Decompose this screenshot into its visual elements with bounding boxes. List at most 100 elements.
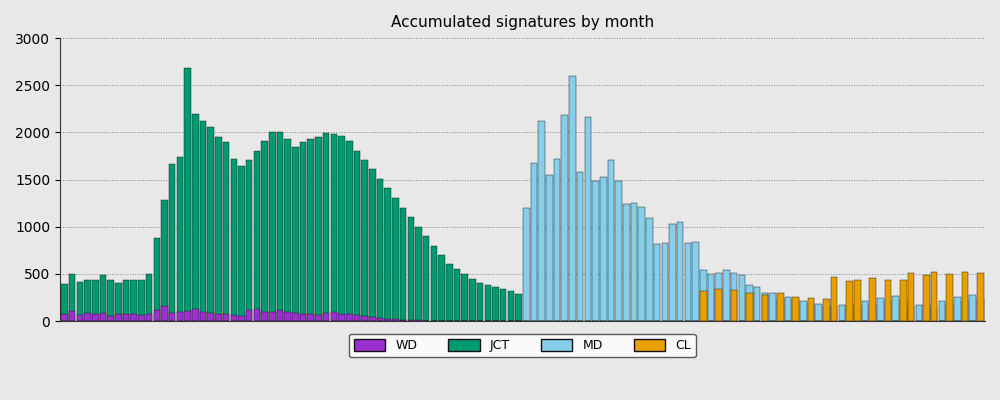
Bar — [215, 137, 222, 321]
Bar — [438, 255, 445, 321]
Bar — [946, 304, 953, 321]
Bar — [231, 159, 237, 321]
Bar — [315, 137, 322, 321]
Bar — [846, 282, 853, 321]
Bar — [608, 160, 614, 321]
Bar — [769, 293, 776, 321]
Bar — [300, 314, 306, 321]
Bar — [346, 141, 353, 321]
Bar — [223, 314, 229, 321]
Bar — [138, 315, 145, 321]
Bar — [846, 303, 853, 321]
Bar — [854, 280, 861, 321]
Bar — [954, 298, 961, 321]
Bar — [100, 275, 106, 321]
Bar — [631, 203, 637, 321]
Bar — [184, 68, 191, 321]
Bar — [338, 314, 345, 321]
Bar — [908, 273, 914, 321]
Bar — [107, 316, 114, 321]
Bar — [746, 293, 753, 321]
Bar — [277, 132, 283, 321]
Bar — [408, 320, 414, 321]
Bar — [869, 304, 876, 321]
Bar — [154, 310, 160, 321]
Bar — [900, 299, 907, 321]
Bar — [869, 278, 876, 321]
Bar — [284, 139, 291, 321]
Bar — [461, 274, 468, 321]
Bar — [962, 272, 968, 321]
Bar — [492, 287, 499, 321]
Bar — [292, 146, 299, 321]
Bar — [785, 298, 791, 321]
Bar — [146, 314, 152, 321]
Bar — [777, 299, 784, 321]
Bar — [523, 208, 530, 321]
Bar — [69, 274, 75, 321]
Bar — [500, 288, 506, 321]
Bar — [307, 314, 314, 321]
Bar — [469, 279, 476, 321]
Bar — [900, 280, 907, 321]
Bar — [400, 320, 406, 321]
Bar — [130, 314, 137, 321]
Bar — [200, 312, 206, 321]
Bar — [261, 141, 268, 321]
Bar — [415, 320, 422, 321]
Bar — [192, 309, 199, 321]
Bar — [338, 136, 345, 321]
Bar — [762, 293, 768, 321]
Bar — [254, 151, 260, 321]
Bar — [115, 283, 122, 321]
Bar — [92, 280, 99, 321]
Bar — [61, 314, 68, 321]
Bar — [592, 180, 599, 321]
Bar — [862, 301, 868, 321]
Bar — [377, 179, 383, 321]
Bar — [600, 177, 607, 321]
Bar — [69, 311, 75, 321]
Bar — [392, 319, 399, 321]
Bar — [238, 166, 245, 321]
Bar — [331, 312, 337, 321]
Bar — [923, 275, 930, 321]
Bar — [369, 317, 376, 321]
Bar — [615, 180, 622, 321]
Bar — [215, 314, 222, 321]
Bar — [800, 301, 807, 321]
Bar — [354, 151, 360, 321]
Title: Accumulated signatures by month: Accumulated signatures by month — [391, 15, 654, 30]
Bar — [331, 134, 337, 321]
Bar — [361, 316, 368, 321]
Bar — [77, 282, 83, 321]
Bar — [569, 76, 576, 321]
Bar — [61, 284, 68, 321]
Bar — [177, 312, 183, 321]
Bar — [269, 312, 276, 321]
Bar — [269, 132, 276, 321]
Bar — [892, 296, 899, 321]
Bar — [916, 304, 922, 321]
Bar — [977, 298, 984, 321]
Bar — [715, 289, 722, 321]
Bar — [346, 314, 353, 321]
Bar — [962, 301, 968, 321]
Bar — [223, 142, 229, 321]
Bar — [977, 273, 984, 321]
Bar — [762, 295, 768, 321]
Bar — [792, 296, 799, 321]
Bar — [246, 160, 252, 321]
Bar — [377, 318, 383, 321]
Bar — [885, 280, 891, 321]
Bar — [423, 320, 429, 321]
Bar — [192, 114, 199, 321]
Bar — [246, 310, 252, 321]
Bar — [508, 291, 514, 321]
Bar — [646, 218, 653, 321]
Bar — [384, 319, 391, 321]
Bar — [261, 312, 268, 321]
Bar — [808, 302, 814, 321]
Bar — [969, 295, 976, 321]
Bar — [700, 270, 707, 321]
